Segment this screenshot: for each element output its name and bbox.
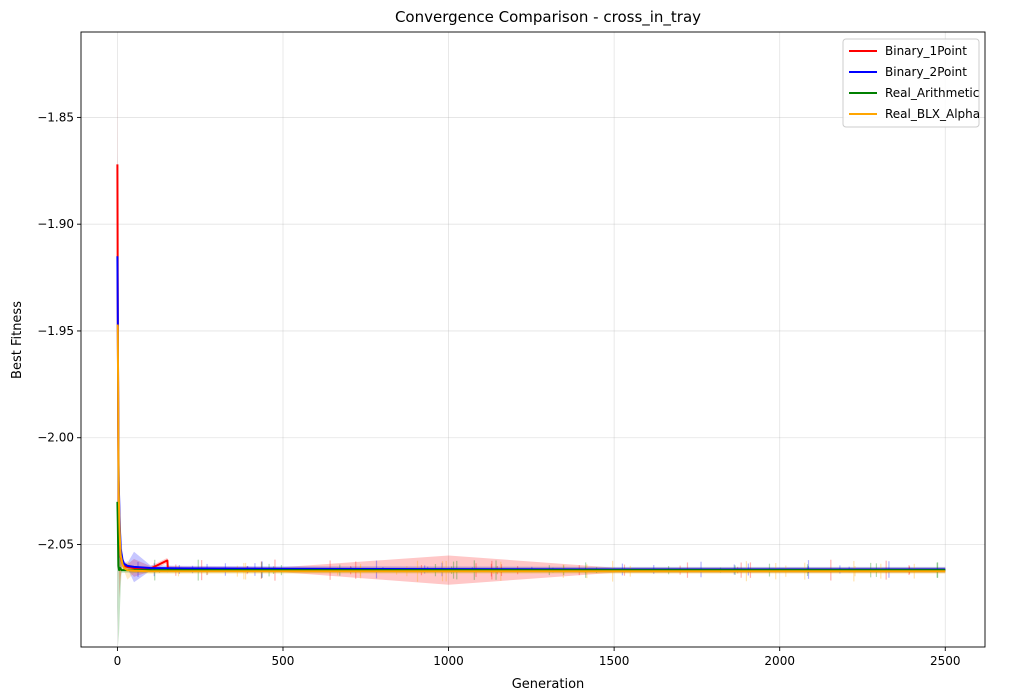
legend-label: Real_Arithmetic [885, 86, 979, 100]
x-axis-label: Generation [512, 677, 585, 692]
legend-label: Real_BLX_Alpha [885, 107, 980, 121]
y-tick-label: −1.95 [37, 324, 74, 338]
plot-frame [80, 31, 986, 648]
series-lines [116, 164, 946, 573]
chart-title: Convergence Comparison - cross_in_tray [395, 8, 701, 27]
x-tick-label: 0 [114, 654, 122, 668]
y-tick-label: −1.90 [37, 217, 74, 231]
x-tick-label: 500 [272, 654, 295, 668]
x-tick-label: 1500 [599, 654, 630, 668]
legend: Binary_1Point Binary_2Point Real_Arithmeti… [842, 38, 980, 128]
x-tick-label: 2000 [764, 654, 795, 668]
grid [81, 32, 985, 647]
legend-box [842, 38, 980, 128]
series-line-real-blx-alpha [116, 324, 946, 573]
x-tick-label: 1000 [433, 654, 464, 668]
y-tick-label: −2.00 [37, 431, 74, 445]
axes: 0 500 1000 1500 2000 2500 −1.85 −1.90 −1.95 −2.00… [37, 110, 960, 668]
y-axis-label: Best Fitness [10, 301, 25, 379]
plot-background [81, 32, 985, 647]
y-tick-label: −2.05 [37, 538, 74, 552]
x-tick-label: 2500 [930, 654, 961, 668]
legend-label: Binary_2Point [885, 65, 967, 79]
legend-label: Binary_1Point [885, 44, 967, 58]
y-tick-label: −1.85 [37, 110, 74, 124]
